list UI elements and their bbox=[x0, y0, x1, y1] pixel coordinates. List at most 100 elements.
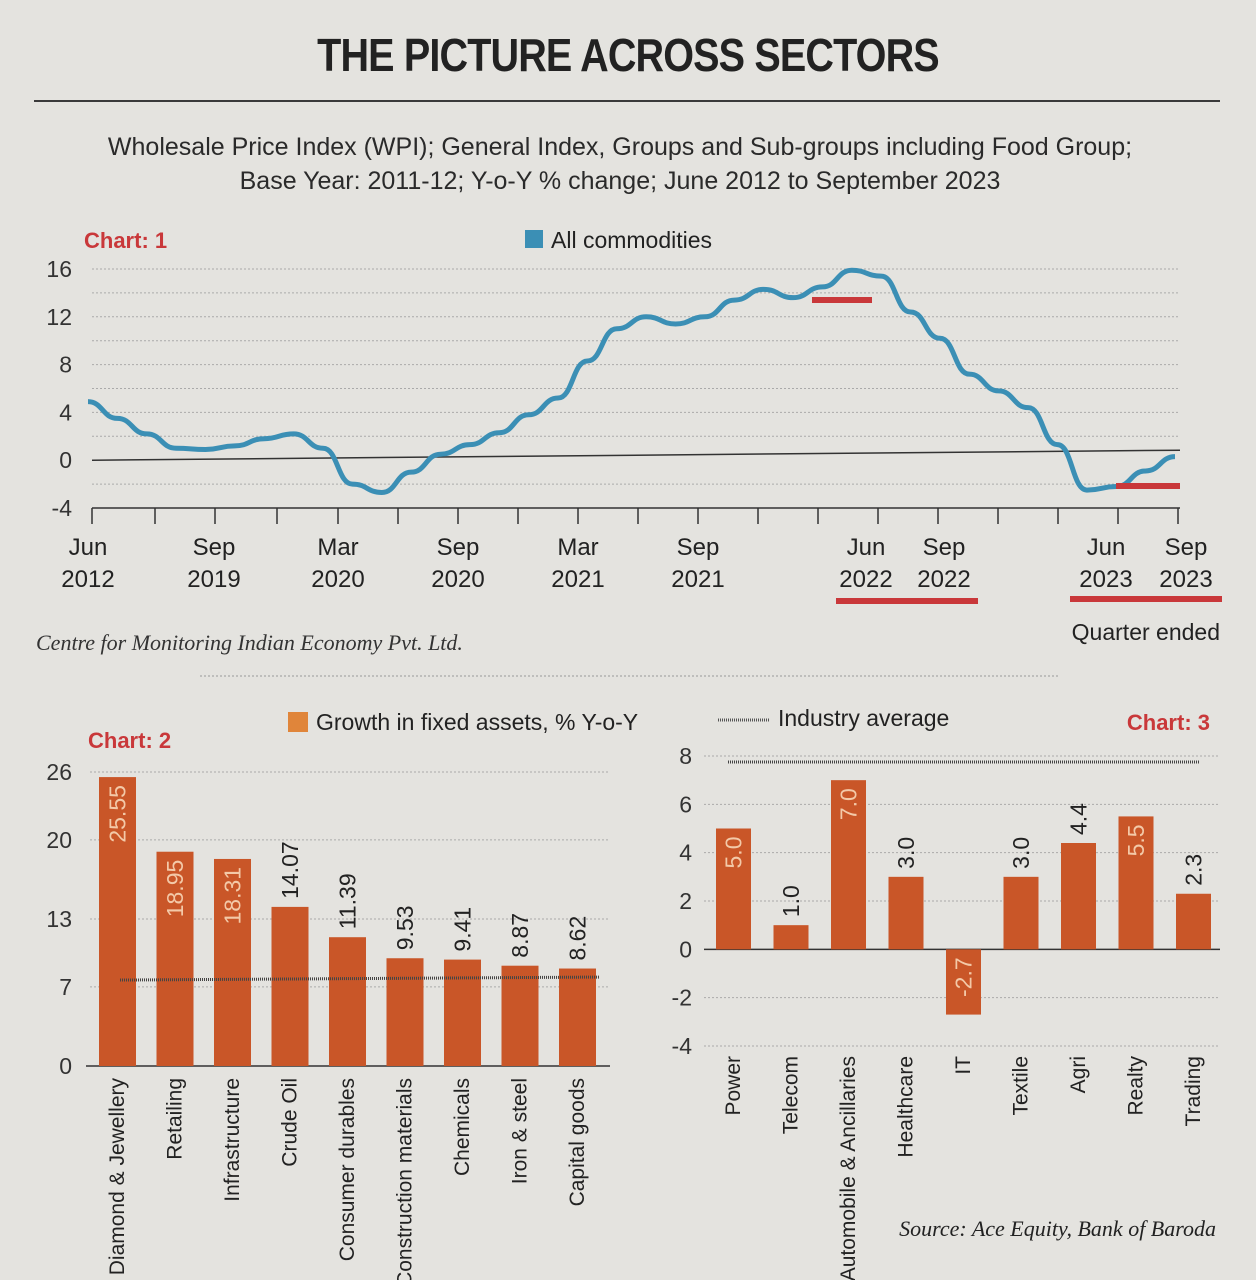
x-tick-label-year: 2021 bbox=[551, 566, 604, 593]
chart-3-data-label: 7.0 bbox=[836, 788, 862, 820]
legend-label-fixed-assets: Growth in fixed assets, % Y-o-Y bbox=[316, 709, 638, 735]
chart-3-category-label: Trading bbox=[1182, 1056, 1205, 1126]
chart-2-y-tick-label: 26 bbox=[46, 759, 72, 785]
subtitle: Wholesale Price Index (WPI); General Ind… bbox=[20, 130, 1220, 198]
chart-3-bar bbox=[1118, 816, 1154, 950]
x-tick-label-month: Mar bbox=[557, 534, 598, 561]
chart-2-data-label: 18.95 bbox=[162, 860, 188, 918]
chart-3-bar bbox=[831, 780, 866, 950]
chart-2-y-tick-label: 0 bbox=[59, 1053, 72, 1079]
chart-2-data-label: 8.62 bbox=[565, 916, 591, 961]
chart-3-data-label: 2.3 bbox=[1181, 854, 1207, 886]
chart-3-category-label: Power bbox=[722, 1056, 745, 1116]
chart-2-data-label: 9.41 bbox=[450, 907, 476, 952]
chart-2-category-label: Iron & steel bbox=[509, 1078, 532, 1184]
chart-3-bar bbox=[946, 949, 981, 1015]
chart-2-bar bbox=[156, 851, 194, 1066]
x-tick-label-month: Sep bbox=[437, 534, 480, 561]
x-tick-label-month: Sep bbox=[677, 534, 720, 561]
chart-3-y-tick-label: 2 bbox=[679, 888, 692, 914]
chart-2-industry-average-line bbox=[119, 975, 601, 982]
chart-2-category-label: Construction materials bbox=[394, 1078, 417, 1280]
y-tick-label: -4 bbox=[52, 495, 73, 521]
x-tick-label-year: 2021 bbox=[671, 566, 724, 593]
chart-3-y-tick-label: 0 bbox=[679, 936, 692, 962]
legend-swatch-fixed-assets bbox=[288, 712, 308, 732]
x-tick-label-year: 2020 bbox=[431, 566, 484, 593]
chart-2-category-label: Chemicals bbox=[451, 1078, 474, 1176]
x-tick-label-year: 2020 bbox=[311, 566, 364, 593]
chart-3-y-tick-label: -2 bbox=[672, 985, 692, 1011]
chart-3-data-label: 5.5 bbox=[1123, 824, 1149, 856]
chart-3-bar bbox=[716, 828, 751, 950]
chart-3-label: Chart: 3 bbox=[1127, 710, 1210, 735]
chart-2-bar bbox=[99, 777, 136, 1066]
quarter-underline-2022 bbox=[836, 598, 978, 604]
x-tick-label-year: 2023 bbox=[1159, 566, 1212, 593]
chart-2-category-label: Consumer durables bbox=[336, 1078, 359, 1261]
chart-3-category-label: Telecom bbox=[780, 1056, 803, 1134]
chart-3-category-label: Realty bbox=[1125, 1056, 1148, 1116]
chart-1-wpi-line: Chart: 1 All commodities 16 12 8 4 0 -4 Jun 2012 S… bbox=[36, 227, 1222, 677]
chart-2-bar bbox=[444, 959, 481, 1066]
legend-swatch-all-commodities bbox=[525, 230, 543, 248]
x-tick-label-year: 2022 bbox=[917, 566, 970, 593]
chart-2-bar bbox=[501, 965, 539, 1066]
x-tick-label-year: 2022 bbox=[839, 566, 892, 593]
chart-2-data-label: 11.39 bbox=[335, 873, 361, 929]
chart-1-source: Centre for Monitoring Indian Economy Pvt… bbox=[36, 630, 463, 655]
chart-3-category-label: Automobile & Ancillaries bbox=[837, 1056, 860, 1280]
chart-3-category-label: Textile bbox=[1010, 1056, 1033, 1116]
x-tick-label-year: 2023 bbox=[1079, 566, 1132, 593]
chart-2-label: Chart: 2 bbox=[88, 728, 171, 753]
chart-2-y-tick-label: 20 bbox=[46, 827, 72, 853]
x-tick-label-month: Sep bbox=[923, 534, 966, 561]
chart-3-data-label: 4.4 bbox=[1066, 803, 1092, 835]
chart-3-bar bbox=[1003, 876, 1039, 950]
zero-line bbox=[91, 449, 1181, 461]
chart-3-bar bbox=[773, 925, 809, 950]
chart-2-data-label: 18.31 bbox=[220, 867, 246, 925]
y-tick-label: 16 bbox=[46, 256, 72, 282]
chart-3-data-label: 1.0 bbox=[778, 885, 804, 917]
legend-label-industry-average: Industry average bbox=[778, 705, 949, 731]
chart-3-category-label: Agri bbox=[1067, 1056, 1090, 1093]
headline-rule bbox=[34, 100, 1220, 102]
x-tick-label-month: Jun bbox=[1087, 534, 1126, 561]
chart-3-y-tick-label: 6 bbox=[679, 791, 692, 817]
quarter-ended-note: Quarter ended bbox=[1072, 619, 1220, 645]
chart-2-y-tick-label: 13 bbox=[46, 906, 72, 932]
quarter-underline-2023 bbox=[1070, 596, 1222, 602]
x-tick-label-month: Jun bbox=[69, 534, 108, 561]
chart-3-y-tick-label: 8 bbox=[679, 743, 692, 769]
subtitle-line-2: Base Year: 2011-12; Y-o-Y % change; June… bbox=[239, 167, 1001, 195]
chart-2-category-label: Retailing bbox=[164, 1078, 187, 1160]
chart-2-bar bbox=[214, 858, 251, 1066]
x-tick-label-year: 2012 bbox=[61, 566, 114, 593]
chart-3-bar bbox=[1176, 893, 1211, 950]
y-tick-label: 8 bbox=[59, 352, 72, 378]
chart-1-label: Chart: 1 bbox=[84, 228, 167, 253]
chart-2-data-label: 25.55 bbox=[105, 785, 131, 843]
series-line-all-commodities bbox=[87, 267, 1176, 495]
chart-2-bar bbox=[271, 906, 309, 1066]
chart-3-data-label: 5.0 bbox=[721, 837, 747, 869]
chart-2-data-label: 9.53 bbox=[392, 905, 418, 950]
chart-3-bar bbox=[1061, 843, 1096, 950]
chart-3-bar bbox=[888, 876, 924, 950]
chart-2-category-label: Diamond & Jewellery bbox=[106, 1078, 129, 1276]
x-tick-label-year: 2019 bbox=[187, 566, 240, 593]
y-tick-label: 0 bbox=[59, 447, 72, 473]
chart-2-data-label: 8.87 bbox=[507, 913, 533, 958]
y-tick-label: 12 bbox=[46, 304, 72, 330]
chart-3-y-tick-label: -4 bbox=[672, 1033, 693, 1059]
chart-3-y-tick-label: 4 bbox=[679, 840, 692, 866]
chart-3-data-label: 3.0 bbox=[893, 837, 919, 869]
legend-label-all-commodities: All commodities bbox=[551, 227, 712, 253]
subtitle-line-1: Wholesale Price Index (WPI); General Ind… bbox=[107, 133, 1133, 161]
chart-3-data-label: 3.0 bbox=[1008, 837, 1034, 869]
chart-2-category-label: Crude Oil bbox=[279, 1078, 302, 1167]
y-tick-label: 4 bbox=[59, 399, 72, 425]
